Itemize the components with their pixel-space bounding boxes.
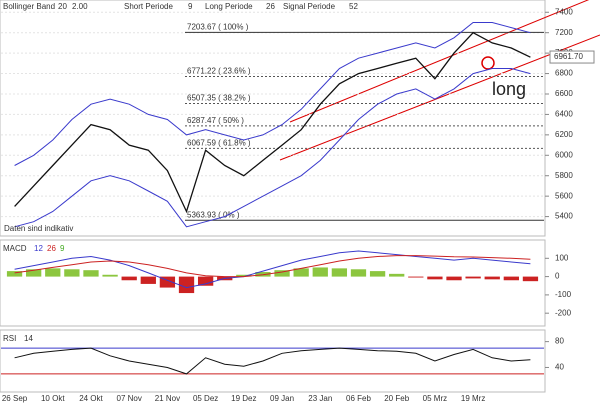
panel-title: RSI (3, 334, 16, 343)
fib-label: 7203.67 ( 100% ) (187, 22, 249, 31)
histogram-bar (350, 269, 367, 277)
fib-label: 6287.47 ( 50% ) (187, 116, 244, 125)
histogram-bar (159, 276, 176, 288)
histogram-bar (465, 276, 481, 279)
histogram-bar (427, 276, 443, 280)
y-tick-label: 100 (555, 253, 569, 262)
histogram-bar (6, 271, 23, 277)
panel-param: 14 (24, 334, 33, 343)
histogram-bar (503, 276, 519, 281)
signal-circle (481, 56, 495, 70)
x-tick-label: 19 Dez (231, 394, 256, 403)
x-tick-label: 05 Mrz (423, 394, 447, 403)
histogram-bar (197, 276, 214, 286)
rsi-line (14, 347, 531, 375)
y-tick-label: 7400 (555, 7, 573, 16)
x-tick-label: 05 Dez (193, 394, 218, 403)
panel-param: 12 (34, 244, 43, 253)
y-tick-label: 0 (555, 272, 560, 281)
macd-line (14, 250, 531, 289)
channel-upper (289, 0, 590, 123)
y-tick-label: -100 (555, 290, 572, 299)
histogram-bar (140, 276, 156, 284)
y-tick-label: -200 (555, 308, 572, 317)
histogram-bar (83, 270, 99, 277)
histogram-bar (102, 274, 118, 277)
y-tick-label: 7200 (555, 28, 573, 37)
header-text: Long Periode (205, 2, 253, 11)
y-tick-label: 80 (555, 337, 564, 346)
histogram-bar (389, 273, 405, 277)
fib-label: 6507.35 ( 38.2% ) (187, 94, 251, 103)
histogram-bar (484, 276, 500, 280)
y-tick-label: 5600 (555, 191, 573, 200)
y-tick-label: 6400 (555, 110, 573, 119)
header-text: 26 (266, 2, 275, 11)
header-text: Short Periode (124, 2, 173, 11)
x-tick-label: 09 Jan (270, 394, 294, 403)
x-tick-label: 07 Nov (117, 394, 142, 403)
header-text: 2.00 (72, 2, 88, 11)
fib-label: 5363.93 ( 0% ) (187, 210, 240, 219)
rsi-panel (0, 329, 546, 393)
histogram-bar (369, 271, 386, 277)
price-panel (0, 0, 546, 237)
header-text: Signal Periode (283, 2, 336, 11)
y-tick-label: 5400 (555, 212, 573, 221)
price-line (14, 22, 531, 166)
histogram-bar (178, 276, 195, 294)
fib-label: 6067.59 ( 61.8% ) (187, 138, 251, 147)
annotation: long (492, 79, 526, 99)
y-tick-label: 6200 (555, 130, 573, 139)
histogram-bar (331, 268, 348, 277)
x-tick-label: 26 Sep (2, 394, 28, 403)
x-tick-label: 24 Okt (79, 394, 103, 403)
macd-line (14, 255, 531, 278)
x-tick-label: 20 Feb (384, 394, 409, 403)
x-tick-label: 23 Jan (308, 394, 332, 403)
price-line (14, 68, 531, 228)
macd-panel (0, 239, 546, 327)
histogram-bar (121, 276, 137, 281)
y-tick-label: 40 (555, 363, 564, 372)
price-line (14, 31, 531, 214)
y-tick-label: 5800 (555, 171, 573, 180)
channel-lower (279, 34, 600, 161)
histogram-bar (408, 276, 424, 278)
header-text: Bollinger Band (3, 2, 55, 11)
y-tick-label: 6600 (555, 89, 573, 98)
histogram-bar (26, 269, 42, 277)
histogram-bar (274, 270, 290, 277)
panel-title: MACD (3, 244, 27, 253)
x-tick-label: 21 Nov (155, 394, 180, 403)
histogram-bar (446, 276, 462, 281)
last-value-label: 6961.70 (554, 52, 583, 61)
fib-label: 6771.22 ( 23.6% ) (187, 67, 251, 76)
x-tick-label: 10 Okt (41, 394, 65, 403)
y-tick-label: 6000 (555, 150, 573, 159)
last-value-box (549, 50, 595, 64)
histogram-bar (236, 274, 252, 277)
header-text: 52 (349, 2, 358, 11)
histogram-bar (522, 276, 539, 282)
histogram-bar (64, 269, 80, 277)
panel-param: 9 (60, 244, 65, 253)
histogram-bar (312, 267, 328, 277)
header-text: 20 (58, 2, 67, 11)
x-tick-label: 06 Feb (346, 394, 371, 403)
annotation: Daten sind indikativ (4, 224, 73, 233)
panel-param: 26 (47, 244, 56, 253)
header-text: 9 (188, 2, 193, 11)
x-tick-label: 19 Mrz (461, 394, 485, 403)
histogram-bar (45, 268, 61, 277)
histogram-bar (293, 268, 309, 277)
y-tick-label: 6800 (555, 69, 573, 78)
